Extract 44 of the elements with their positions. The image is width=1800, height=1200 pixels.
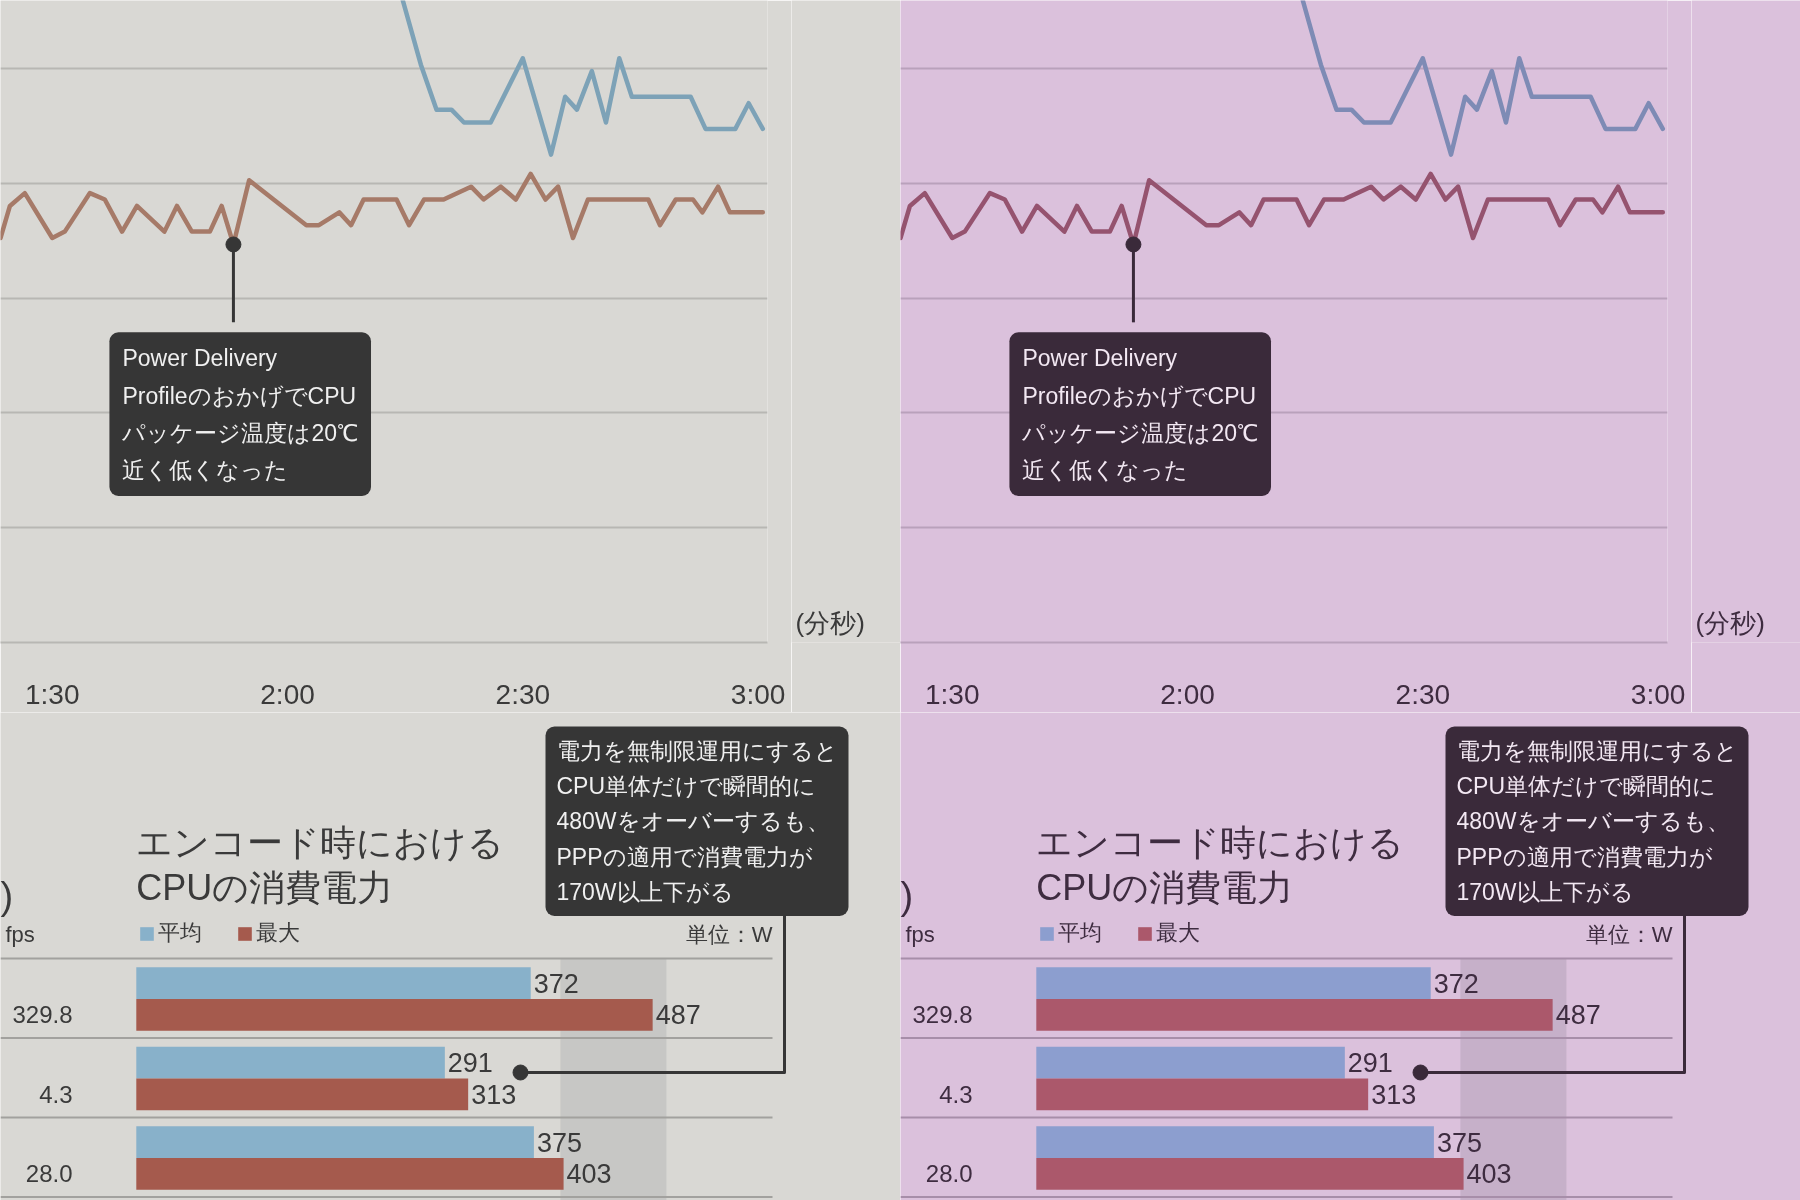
data-label: 313: [1371, 1079, 1417, 1110]
text: 329.8: [12, 1001, 73, 1029]
data-label: 291: [1347, 1048, 1393, 1079]
x-tick-label: 2:30: [495, 678, 551, 710]
data-label: 403: [1466, 1159, 1512, 1190]
text: 4.3: [39, 1080, 73, 1108]
x-tick-label: 1:30: [25, 678, 80, 710]
x-tick-label: 3:00: [730, 678, 786, 710]
text: ): [900, 874, 914, 917]
chart-title: エンコード時におけるCPUの消費電力: [1036, 821, 1405, 909]
data-label: 375: [536, 1127, 582, 1158]
legend-label: 最大: [256, 919, 300, 947]
text: 28.0: [25, 1160, 73, 1188]
x-axis-title: 単位：W: [685, 922, 773, 947]
text: 329.8: [912, 1001, 973, 1029]
data-label: 291: [447, 1048, 493, 1079]
x-tick-label: 3:00: [1630, 678, 1686, 710]
data-label: 375: [1436, 1127, 1482, 1158]
annotation: Power Delivery ProfileのおかげでCPUパッケージ温度は20℃近く低くなった: [1021, 345, 1259, 483]
chart-title: エンコード時におけるCPUの消費電力: [136, 821, 505, 909]
x-axis-title: (分秒): [795, 607, 865, 638]
text: 28.0: [925, 1160, 973, 1188]
legend-label: 平均: [1058, 919, 1102, 947]
data-label: 487: [655, 1000, 701, 1031]
legend-label: 平均: [158, 919, 202, 947]
text: fps: [5, 922, 35, 947]
data-label: 403: [566, 1159, 612, 1190]
legend-label: 最大: [1156, 919, 1200, 947]
annotation: Power Delivery ProfileのおかげでCPUパッケージ温度は20℃近く低くなった: [121, 345, 359, 483]
text: 電力を無制限運用にするとCPU単体だけで瞬間的に480Wをオーバーするも、PPPの適用で消費電力が170W以上下がる: [556, 737, 838, 905]
x-axis-title: 単位：W: [1585, 922, 1673, 947]
text: 4.3: [939, 1080, 973, 1108]
x-tick-label: 2:30: [1395, 678, 1451, 710]
x-tick-label: 2:00: [1160, 678, 1215, 710]
data-label: 313: [471, 1079, 517, 1110]
x-tick-label: 2:00: [260, 678, 315, 710]
x-tick-label: 1:30: [925, 678, 980, 710]
data-label: 372: [1433, 968, 1479, 999]
data-label: 487: [1555, 1000, 1601, 1031]
text: fps: [905, 922, 935, 947]
x-axis-title: (分秒): [1695, 607, 1765, 638]
text: ): [0, 874, 14, 917]
text: 電力を無制限運用にするとCPU単体だけで瞬間的に480Wをオーバーするも、PPPの適用で消費電力が170W以上下がる: [1456, 737, 1738, 905]
data-label: 372: [533, 968, 579, 999]
